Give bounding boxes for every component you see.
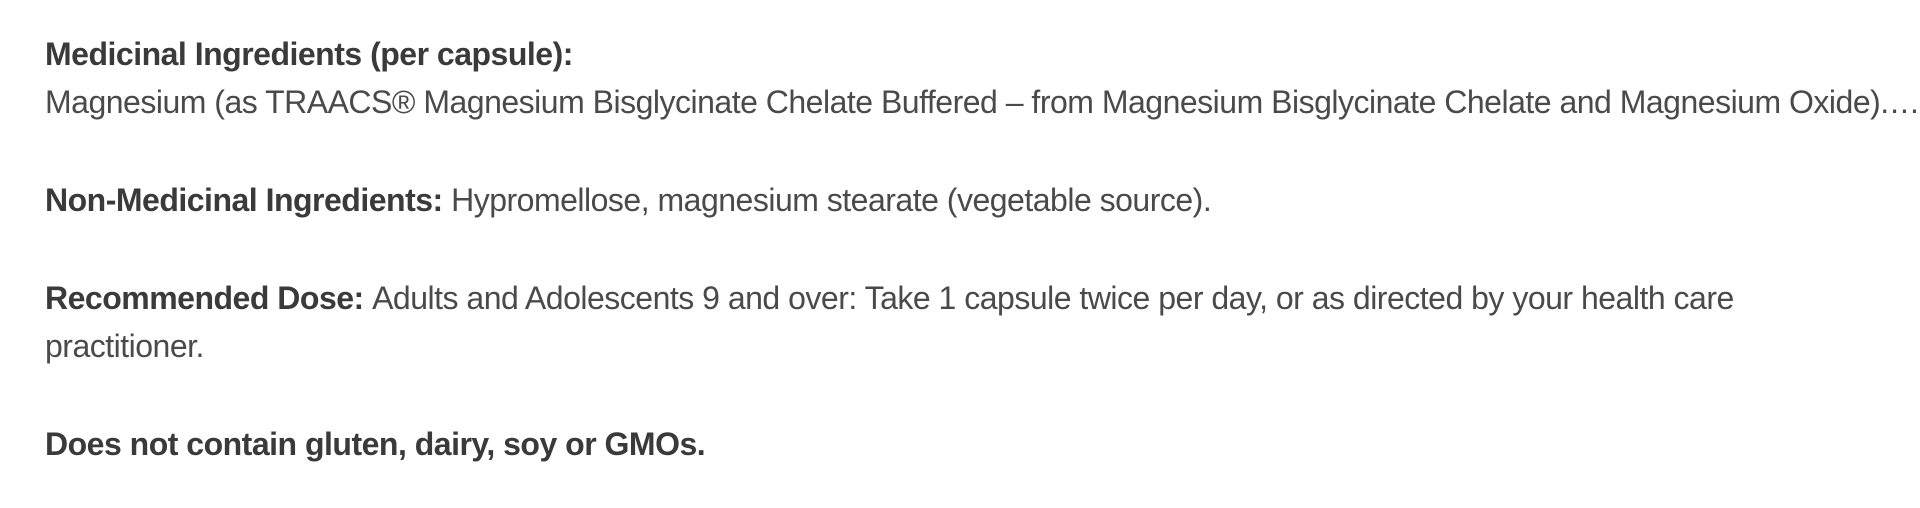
medicinal-heading: Medicinal Ingredients (per capsule): [45,30,1875,78]
dose-label: Recommended Dose: [45,280,372,316]
medicinal-ingredient-name: Magnesium (as TRAACS® Magnesium Bisglyci… [45,78,1880,126]
non-medicinal-section: Non-Medicinal Ingredients: Hypromellose,… [45,176,1875,224]
medicinal-ingredient-dots: ..... [1880,78,1920,126]
non-medicinal-text: Hypromellose, magnesium stearate (vegeta… [451,182,1211,218]
dose-section: Recommended Dose: Adults and Adolescents… [45,274,1875,370]
non-medicinal-label: Non-Medicinal Ingredients: [45,182,451,218]
medicinal-section: Medicinal Ingredients (per capsule): Mag… [45,30,1875,126]
allergens-section: Does not contain gluten, dairy, soy or G… [45,420,1875,468]
medicinal-ingredient-line: Magnesium (as TRAACS® Magnesium Bisglyci… [45,78,1875,126]
allergens-text: Does not contain gluten, dairy, soy or G… [45,426,705,462]
